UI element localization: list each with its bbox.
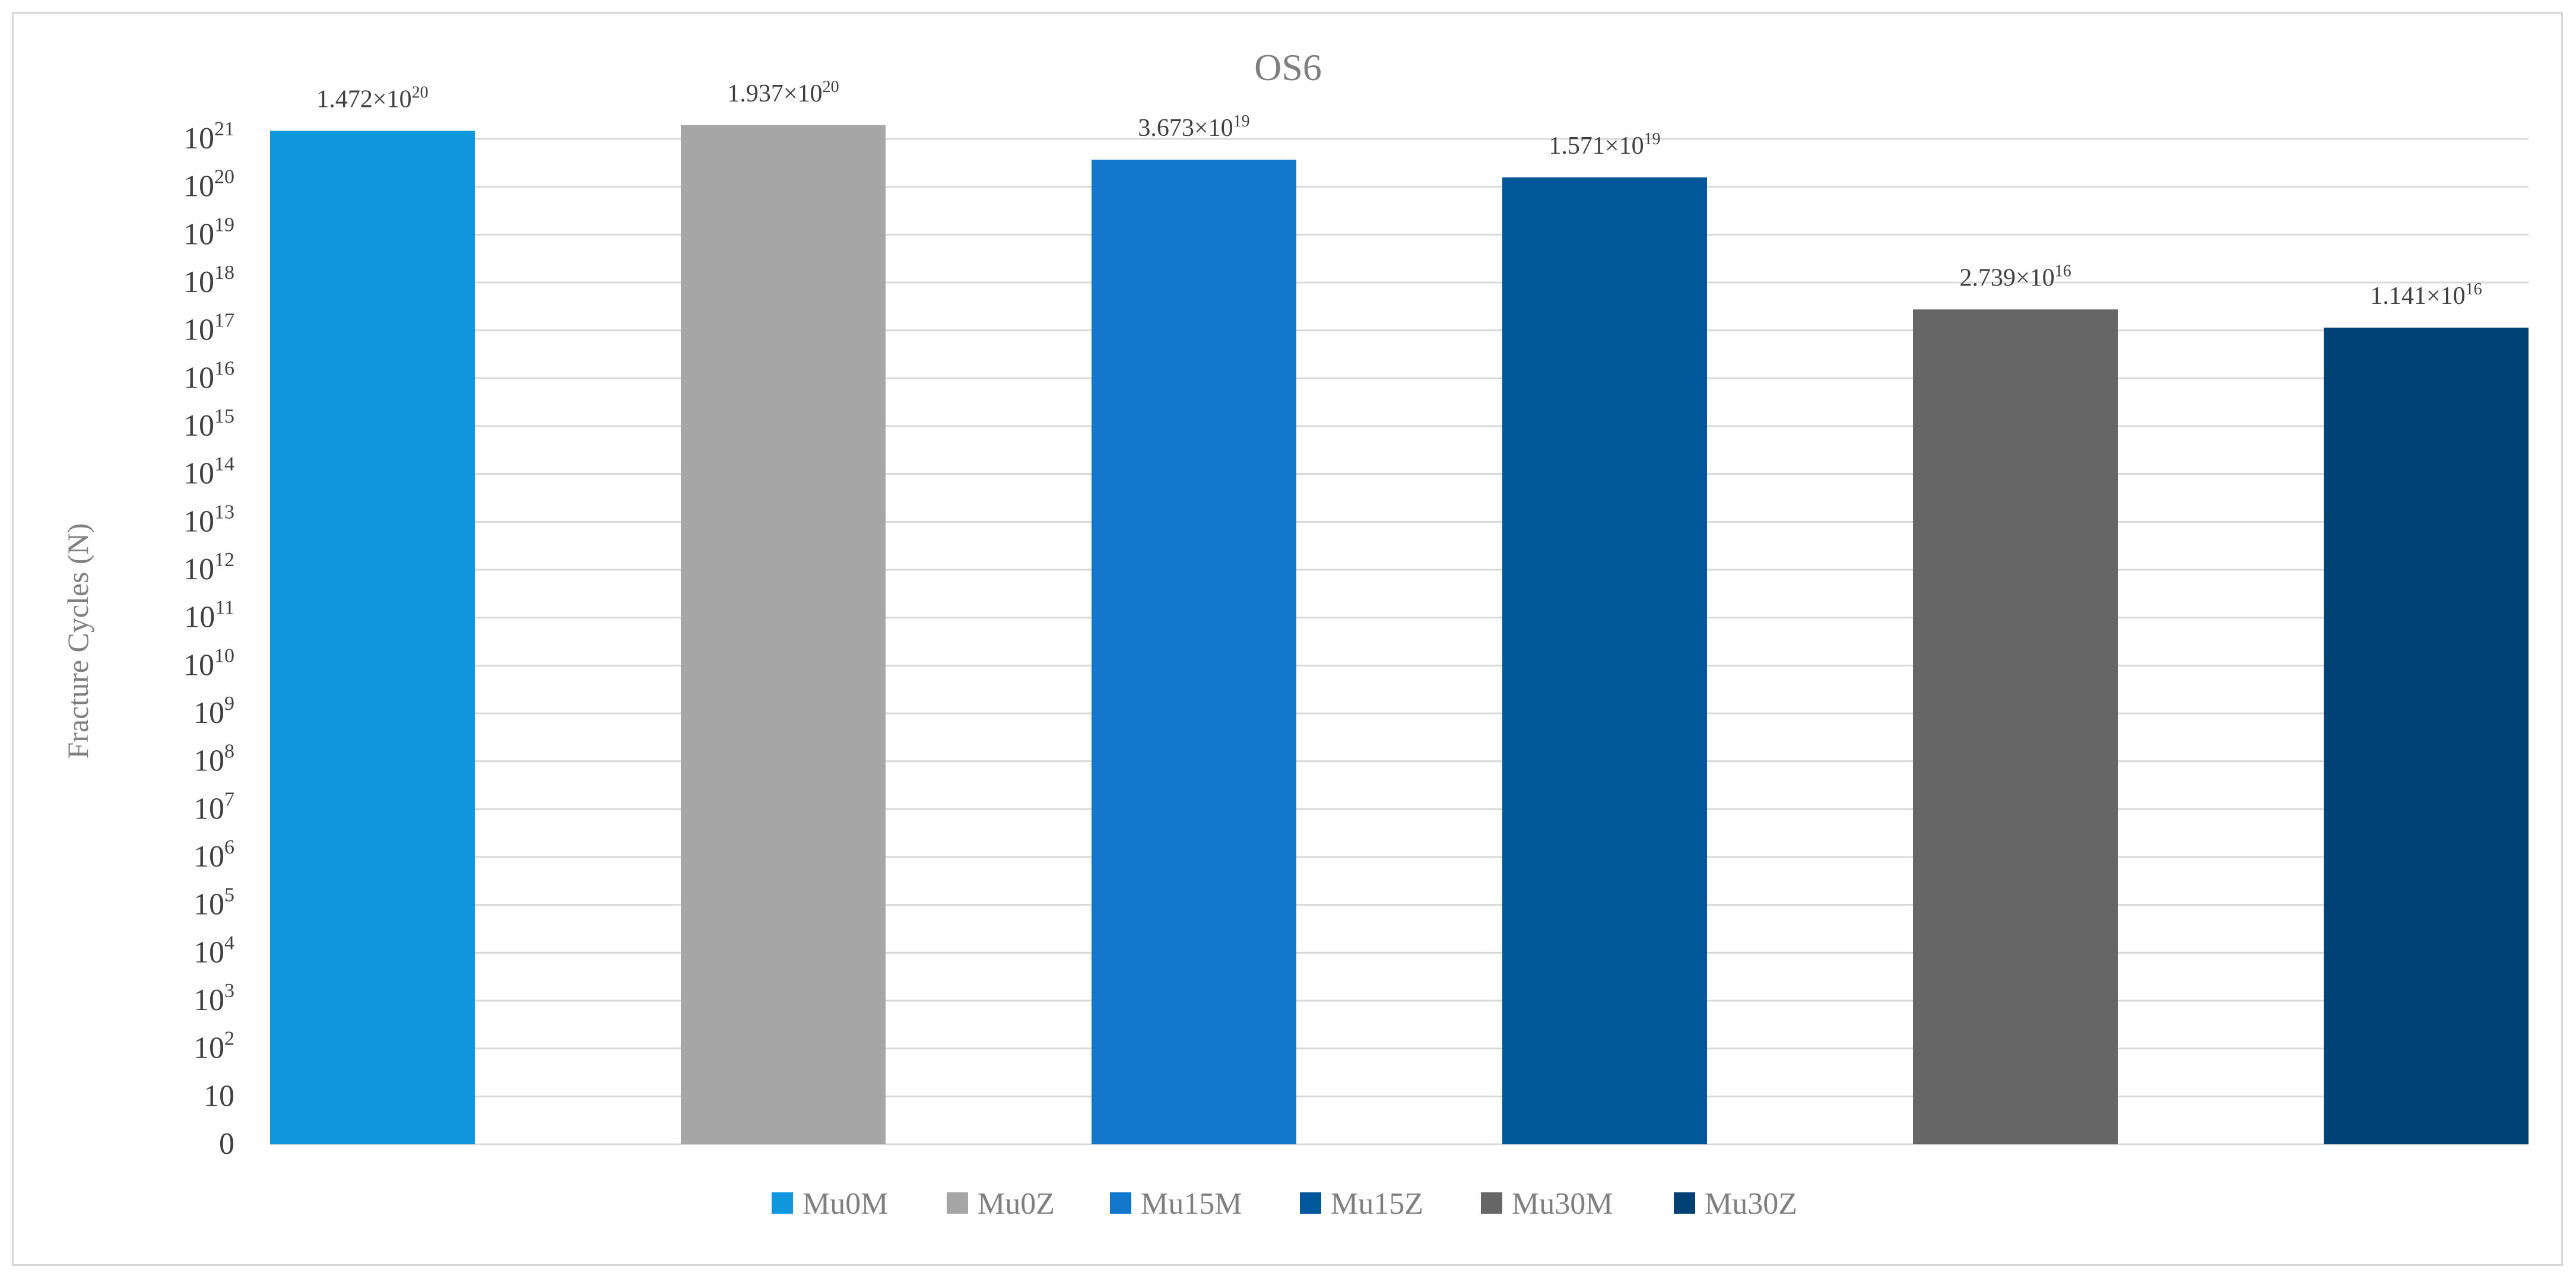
legend-item-mu0z: Mu0Z <box>947 1187 1055 1221</box>
y-tick-label: 108 <box>193 741 234 778</box>
y-tick-label: 1021 <box>183 118 234 155</box>
data-label-mu30z: 1.141×1016 <box>2370 280 2482 310</box>
legend-swatch <box>1481 1192 1502 1214</box>
y-tick-label: 104 <box>193 932 234 969</box>
data-label-mu30m: 2.739×1016 <box>1959 262 2071 291</box>
y-tick-label: 107 <box>193 788 234 826</box>
y-tick-label: 1019 <box>183 214 234 251</box>
gridlines <box>270 138 2529 1145</box>
y-tick-label: 1011 <box>184 597 234 634</box>
legend: Mu0M Mu0Z Mu15M Mu15Z Mu30M Mu30Z <box>772 1187 1797 1221</box>
y-tick-label: 10 <box>204 1079 234 1113</box>
y-tick-label: 1010 <box>183 645 234 682</box>
legend-label: Mu30M <box>1512 1187 1613 1221</box>
legend-swatch <box>772 1192 793 1214</box>
y-tick-label: 106 <box>193 836 234 874</box>
y-axis-label: Fracture Cycles (N) <box>61 523 94 758</box>
y-tick-label: 102 <box>193 1028 234 1065</box>
y-tick-label: 1017 <box>183 310 234 347</box>
legend-item-mu15z: Mu15Z <box>1300 1187 1423 1221</box>
data-label-mu0m: 1.472×1020 <box>316 83 428 113</box>
y-tick-label: 0 <box>219 1127 234 1161</box>
chart-title: OS6 <box>1254 46 1322 88</box>
legend-label: Mu15Z <box>1331 1187 1423 1221</box>
data-label-mu15z: 1.571×1019 <box>1549 130 1660 160</box>
bar-mu30z <box>2324 328 2529 1144</box>
bars <box>270 125 2529 1144</box>
legend-swatch <box>1674 1192 1695 1214</box>
legend-label: Mu0M <box>802 1187 888 1221</box>
legend-item-mu30z: Mu30Z <box>1674 1187 1797 1221</box>
legend-swatch <box>1110 1192 1131 1214</box>
legend-swatch <box>1300 1192 1321 1214</box>
bar-mu30m <box>1913 309 2118 1144</box>
data-label-mu0z: 1.937×1020 <box>727 78 839 107</box>
data-labels: 1.472×1020 1.937×1020 3.673×1019 1.571×1019… <box>316 78 2482 310</box>
y-tick-label: 1013 <box>183 501 234 538</box>
y-tick-label: 1014 <box>183 453 234 491</box>
bar-mu15m <box>1092 160 1296 1144</box>
legend-swatch <box>947 1192 968 1214</box>
bar-mu0m <box>270 131 475 1144</box>
y-tick-label: 1012 <box>183 549 234 586</box>
y-tick-label: 109 <box>193 693 234 730</box>
legend-label: Mu30Z <box>1705 1187 1797 1221</box>
y-tick-label: 1020 <box>183 166 234 204</box>
y-tick-label: 1018 <box>183 262 234 299</box>
y-tick-label: 1015 <box>183 405 234 443</box>
legend-item-mu30m: Mu30M <box>1481 1187 1613 1221</box>
y-tick-label: 105 <box>193 884 234 922</box>
y-tick-label: 1016 <box>183 357 234 395</box>
y-tick-label: 103 <box>193 980 234 1017</box>
legend-item-mu15m: Mu15M <box>1110 1187 1242 1221</box>
bar-mu15z <box>1502 177 1707 1144</box>
data-label-mu15m: 3.673×1019 <box>1138 112 1249 142</box>
y-axis-ticks: 0 10 102 103 104 105 106 107 108 109 1010 1011 1012 1… <box>183 118 234 1161</box>
legend-item-mu0m: Mu0M <box>772 1187 888 1221</box>
legend-label: Mu15M <box>1141 1187 1242 1221</box>
bar-mu0z <box>681 125 886 1144</box>
legend-label: Mu0Z <box>978 1187 1055 1221</box>
